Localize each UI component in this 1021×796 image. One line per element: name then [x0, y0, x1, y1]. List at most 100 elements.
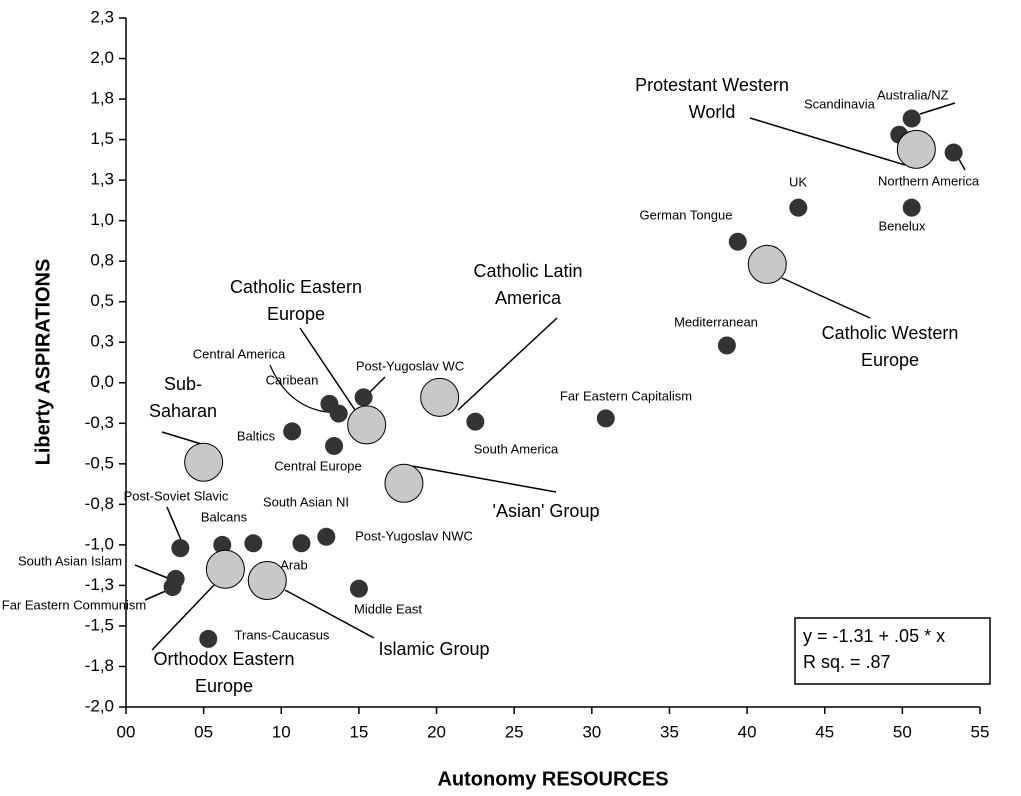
leader-line	[134, 564, 171, 580]
y-tick-label: 2,0	[90, 48, 114, 67]
y-tick-label: -1,8	[85, 656, 114, 675]
x-tick-label: 05	[194, 722, 213, 741]
point-label: Caribean	[266, 372, 319, 387]
point	[199, 629, 218, 648]
leader-line	[144, 589, 169, 601]
x-tick-label: 00	[117, 722, 136, 741]
point-label: Arab	[280, 557, 307, 572]
point	[902, 198, 921, 217]
point-label: Far Eastern Communism	[2, 597, 146, 612]
leader-line	[781, 277, 871, 319]
point-label: UK	[789, 174, 807, 189]
y-tick-label: -0,5	[85, 453, 114, 472]
point-label: South Asian Islam	[18, 553, 122, 568]
y-tick-label: -0,3	[85, 413, 114, 432]
point-label: Far Eastern Capitalism	[560, 388, 692, 403]
leader-line	[166, 506, 182, 541]
point-label: Europe	[195, 676, 253, 696]
x-tick-label: 35	[660, 722, 679, 741]
point-label: Scandinavia	[804, 96, 876, 111]
x-tick-label: 30	[582, 722, 601, 741]
point-label: Orthodox Eastern	[153, 649, 294, 669]
y-tick-label: 1,5	[90, 129, 114, 148]
point-label: Balcans	[201, 509, 248, 524]
x-tick-label: 20	[427, 722, 446, 741]
y-tick-label: -0,8	[85, 494, 114, 513]
point	[717, 336, 736, 355]
point-label: Mediterranean	[674, 314, 758, 329]
point	[596, 409, 615, 428]
x-axis-title: Autonomy RESOURCES	[437, 768, 668, 790]
point-label: Europe	[267, 304, 325, 324]
y-tick-label: 0,5	[90, 291, 114, 310]
equation: y = -1.31 + .05 * x	[803, 626, 945, 646]
group-point	[205, 549, 245, 589]
x-tick-label: 10	[272, 722, 291, 741]
y-tick-label: -1,0	[85, 534, 114, 553]
y-tick-label: 2,3	[90, 7, 114, 26]
point	[292, 534, 311, 553]
point-label: Northern America	[878, 173, 980, 188]
group-point	[896, 129, 936, 169]
point-label: Trans-Caucasus	[235, 627, 330, 642]
point	[349, 579, 368, 598]
point	[329, 404, 348, 423]
leader-line	[151, 584, 215, 651]
y-tick-label: -1,3	[85, 575, 114, 594]
point	[171, 539, 190, 558]
x-tick-label: 50	[893, 722, 912, 741]
point	[317, 527, 336, 546]
y-tick-label: -1,5	[85, 615, 114, 634]
group-point	[347, 405, 387, 445]
group-point	[747, 244, 787, 284]
point	[163, 578, 182, 597]
x-tick-label: 25	[505, 722, 524, 741]
point-label: 'Asian' Group	[493, 501, 600, 521]
point	[902, 109, 921, 128]
point-label: South America	[474, 441, 559, 456]
group-point	[184, 442, 224, 482]
point-label: Central America	[193, 346, 286, 361]
y-tick-label: 1,8	[90, 89, 114, 108]
point-label: Sub-	[164, 374, 202, 394]
point-label: Central Europe	[274, 458, 361, 473]
point-label: Middle East	[354, 601, 422, 616]
point-label: Catholic Latin	[473, 261, 582, 281]
y-tick-label: 0,8	[90, 251, 114, 270]
x-tick-label: 55	[971, 722, 990, 741]
x-tick-label: 40	[738, 722, 757, 741]
group-point	[384, 463, 424, 503]
point	[213, 535, 232, 554]
point-label: German Tongue	[640, 207, 733, 222]
y-tick-label: 0,0	[90, 372, 114, 391]
point-label: Islamic Group	[378, 639, 489, 659]
point-label: Post-Yugoslav WC	[356, 358, 464, 373]
point-label: Protestant Western	[635, 75, 789, 95]
leader-line	[457, 317, 558, 411]
leader-line	[749, 117, 906, 166]
point	[466, 412, 485, 431]
r-squared: R sq. = .87	[803, 652, 891, 672]
point-label: Catholic Eastern	[230, 277, 362, 297]
point-label: Post-Soviet Slavic	[124, 488, 229, 503]
point	[789, 198, 808, 217]
x-tick-label: 15	[349, 722, 368, 741]
leader-line	[411, 465, 557, 493]
group-point	[420, 377, 460, 417]
point-label: Benelux	[879, 218, 926, 233]
leader-line	[919, 102, 956, 115]
point-label: Catholic Western	[822, 323, 959, 343]
leader-line	[299, 327, 356, 411]
point	[944, 143, 963, 162]
point-label: Europe	[861, 350, 919, 370]
x-tick-label: 45	[815, 722, 834, 741]
y-tick-label: -2,0	[85, 696, 114, 715]
point-label: America	[495, 288, 562, 308]
leader-line	[284, 589, 375, 639]
point	[244, 534, 263, 553]
point-label: Post-Yugoslav NWC	[355, 528, 473, 543]
point-label: South Asian NI	[263, 494, 349, 509]
point	[354, 388, 373, 407]
y-axis-title: Liberty ASPIRATIONS	[32, 259, 54, 466]
